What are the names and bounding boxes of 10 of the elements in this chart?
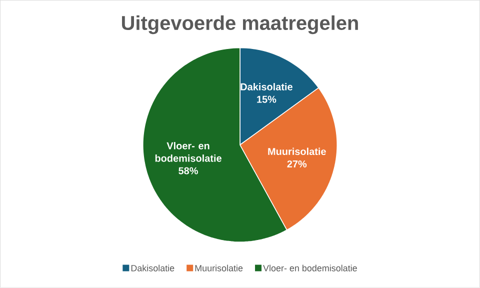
slice-label: Muurisolatie [268, 148, 326, 156]
chart-title: Uitgevoerde maatregelen [122, 15, 358, 34]
data-label: 58% [178, 167, 198, 174]
legend-label: Vloer- en bodemisolatie [263, 264, 357, 272]
slice-label: Vloer- en bodemisolatie [155, 142, 222, 162]
data-label: 15% [257, 96, 276, 103]
legend-label: Dakisolatie [131, 264, 174, 272]
legend-label: Muurisolatie [195, 264, 243, 272]
slice-label: Dakisolatie [240, 83, 292, 90]
data-label: 27% [287, 160, 307, 168]
